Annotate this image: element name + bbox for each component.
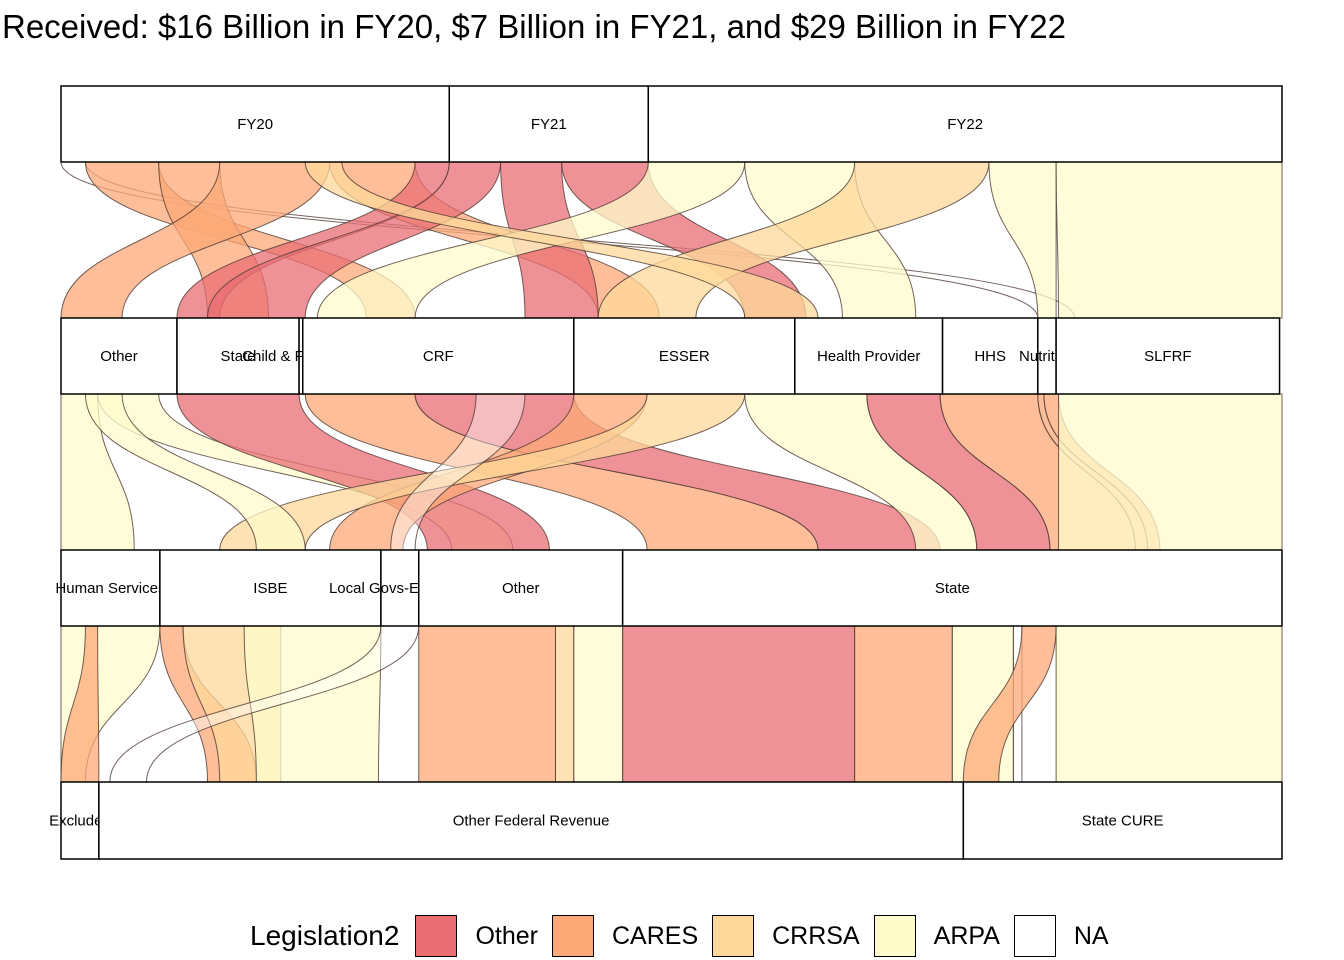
legend-swatch-arpa xyxy=(873,915,916,957)
axis-fiscal-year-label-fy21: FY21 xyxy=(531,116,567,133)
axis-source-label-slfrf: SLFRF xyxy=(1144,348,1192,365)
axis-fiscal-year-node-fy20 xyxy=(60,85,451,163)
axis-source-label-esser: ESSER xyxy=(659,348,710,365)
axis-fiscal-year-node-fy21 xyxy=(448,85,650,163)
axis-fiscal-year-label-fy20: FY20 xyxy=(237,116,273,133)
axis-source-label-crf: CRF xyxy=(423,348,454,365)
axis-source-label-state: State xyxy=(221,348,256,365)
axis-source-label-hhs: HHS xyxy=(974,348,1006,365)
axis-revenue-type-label-excluded: Excluded xyxy=(49,813,111,830)
axis-recipient-node-state xyxy=(621,549,1283,627)
legend-item-other: Other xyxy=(415,915,538,957)
flow-ribbon-3-10 xyxy=(622,625,856,783)
legend: Legislation2 Other CARES CRRSA ARPA NA xyxy=(250,912,1123,960)
axis-revenue-type-node-state-cure xyxy=(962,781,1283,860)
axis-recipient-label-other: Other xyxy=(502,580,540,597)
axis-recipient-label-state: State xyxy=(935,580,970,597)
axis-revenue-type-label-other-federal-revenue: Other Federal Revenue xyxy=(453,813,610,830)
legend-label-arpa: ARPA xyxy=(933,921,1000,950)
legend-item-cares: CARES xyxy=(551,915,699,957)
flow-ribbon-3-9 xyxy=(573,625,624,783)
axis-source-node-health-provider xyxy=(794,317,944,395)
axis-recipient-node-local-govs-excluded xyxy=(380,549,420,627)
axis-source-node-crf xyxy=(302,317,575,395)
axis-fiscal-year-node-fy22 xyxy=(647,85,1283,163)
axis-revenue-type-label-state-cure: State CURE xyxy=(1082,813,1164,830)
chart-title: Received: $16 Billion in FY20, $7 Billio… xyxy=(2,8,1066,45)
legend-title: Legislation2 xyxy=(250,920,400,951)
legend-item-na: NA xyxy=(1013,915,1109,957)
legend-label-other: Other xyxy=(475,921,538,950)
legend-item-arpa: ARPA xyxy=(873,915,1000,957)
axis-source-label-other: Other xyxy=(100,348,138,365)
legend-item-crrsa: CRRSA xyxy=(712,915,860,957)
axis-source-node-other xyxy=(60,317,178,395)
axis-recipient-label-human-services: Human Services xyxy=(55,580,165,597)
axis-source-node-slfrf xyxy=(1055,317,1281,395)
axis-recipient-node-human-services xyxy=(60,549,161,627)
flow-layer xyxy=(60,161,1283,783)
flow-ribbon-3-8 xyxy=(555,625,575,783)
axis-recipient-label-isbe: ISBE xyxy=(253,580,287,597)
legend-swatch-na xyxy=(1013,915,1056,957)
axis-source-label-health-provider: Health Provider xyxy=(817,348,920,365)
axis-recipient-node-other xyxy=(418,549,624,627)
axis-fiscal-year-label-fy22: FY22 xyxy=(947,116,983,133)
flow-ribbon-3-11 xyxy=(854,625,953,783)
flow-ribbon-3-15 xyxy=(1055,625,1283,783)
legend-swatch-other xyxy=(415,915,458,957)
flow-ribbon-2-13 xyxy=(1058,393,1283,551)
legend-label-na: NA xyxy=(1073,921,1109,950)
flow-ribbon-1-14 xyxy=(1055,161,1283,319)
axis-source-node-hhs xyxy=(941,317,1039,395)
legend-label-crrsa: CRRSA xyxy=(772,921,860,950)
axis-source-node-state xyxy=(176,317,300,395)
axis-source-node-esser xyxy=(573,317,796,395)
axis-revenue-type-node-other-federal-revenue xyxy=(98,781,965,860)
legend-swatch-cares xyxy=(551,915,594,957)
axis-recipient-node-isbe xyxy=(159,549,382,627)
legend-swatch-crrsa xyxy=(712,915,755,957)
legend-label-cares: CARES xyxy=(611,921,699,950)
flow-ribbon-3-7 xyxy=(418,625,557,783)
